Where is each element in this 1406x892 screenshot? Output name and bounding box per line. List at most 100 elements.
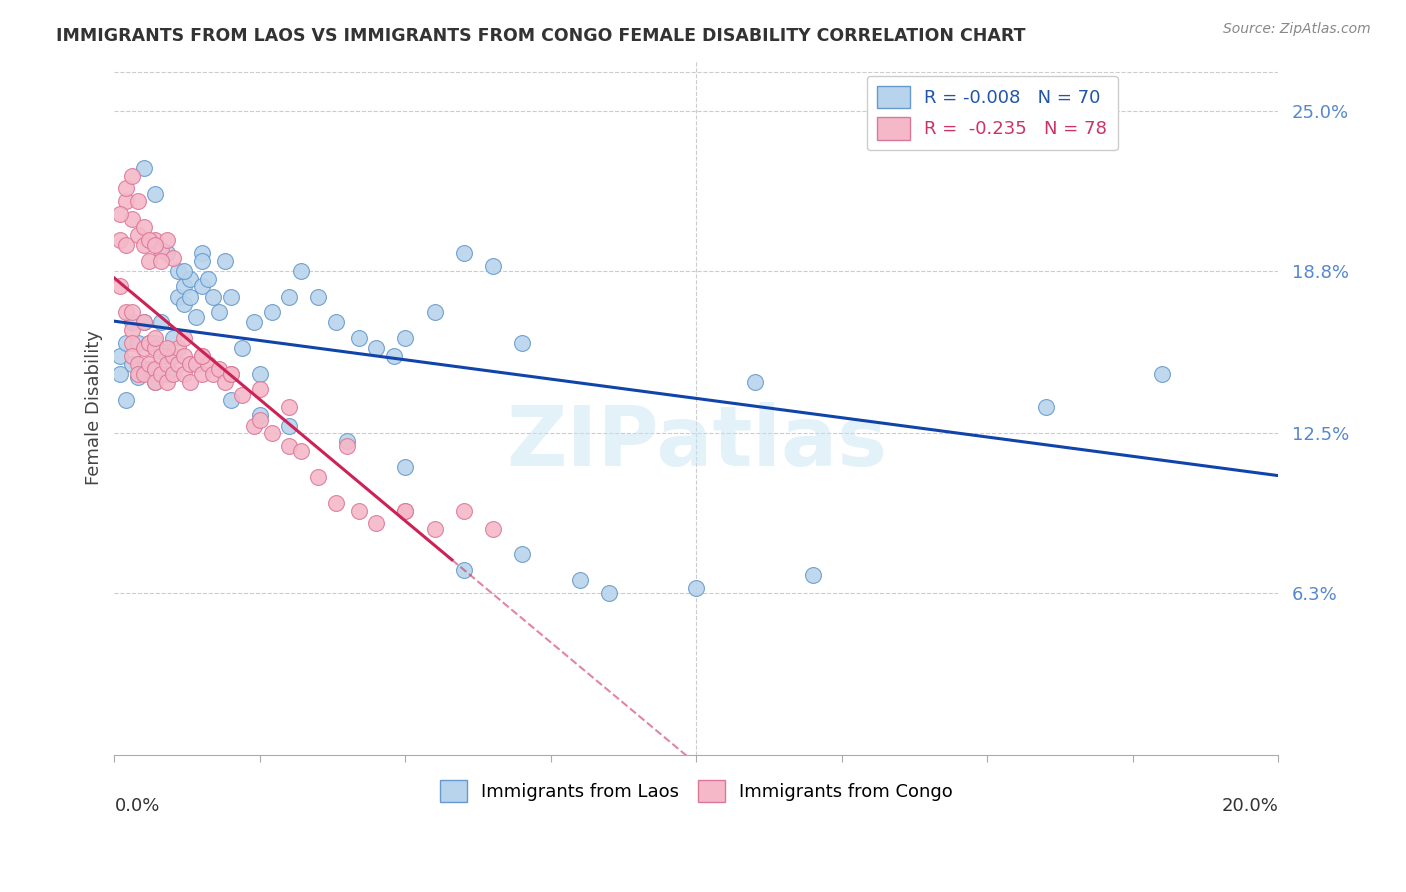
Point (219, 367, 242, 381)
Point (190, 279, 212, 293)
Point (1150, 367, 1173, 381)
Point (325, 496, 347, 510)
Point (121, 169, 143, 183)
Point (347, 503, 370, 517)
Point (744, 375, 766, 389)
Point (132, 341, 155, 355)
Point (219, 290, 242, 304)
Point (149, 349, 172, 363)
Point (167, 357, 190, 371)
Text: ZIPatlas: ZIPatlas (506, 401, 887, 483)
Point (179, 290, 201, 304)
Point (110, 367, 132, 381)
Point (127, 336, 149, 351)
Point (260, 426, 283, 441)
Point (138, 336, 160, 351)
Point (278, 401, 301, 415)
Point (149, 367, 172, 381)
Point (278, 418, 301, 433)
Point (278, 290, 301, 304)
Point (132, 315, 155, 329)
Point (290, 264, 312, 278)
Point (184, 357, 207, 371)
Point (132, 361, 155, 376)
Point (149, 343, 172, 358)
Point (162, 349, 184, 363)
Point (685, 581, 707, 595)
Point (127, 194, 149, 209)
Point (290, 444, 312, 458)
Point (394, 503, 416, 517)
Point (190, 253, 212, 268)
Point (132, 367, 155, 381)
Point (138, 357, 160, 371)
Point (167, 264, 190, 278)
Point (243, 418, 266, 433)
Point (143, 361, 166, 376)
Point (208, 361, 231, 376)
Point (149, 253, 172, 268)
Point (167, 341, 190, 355)
Point (173, 279, 195, 293)
Point (598, 586, 620, 600)
Point (366, 516, 388, 531)
Point (132, 220, 155, 235)
Point (190, 349, 212, 363)
Point (336, 439, 359, 453)
Point (167, 290, 190, 304)
Point (184, 310, 207, 325)
Point (453, 563, 475, 577)
Point (127, 367, 149, 381)
Point (162, 251, 184, 265)
Point (976, 109, 998, 123)
Point (249, 383, 271, 397)
Point (110, 233, 132, 247)
Point (110, 279, 132, 293)
Point (132, 315, 155, 329)
Point (115, 305, 138, 319)
Point (121, 305, 143, 319)
Point (149, 315, 172, 329)
Point (197, 357, 219, 371)
Point (453, 503, 475, 517)
Point (156, 357, 179, 371)
Point (138, 336, 160, 351)
Point (143, 336, 166, 351)
Point (197, 271, 219, 285)
Point (190, 245, 212, 260)
Point (231, 341, 253, 355)
Point (110, 349, 132, 363)
Point (394, 331, 416, 345)
Point (481, 259, 503, 273)
Point (325, 315, 347, 329)
Point (382, 349, 405, 363)
Point (138, 253, 160, 268)
Point (249, 367, 271, 381)
Point (208, 305, 231, 319)
Text: Source: ZipAtlas.com: Source: ZipAtlas.com (1223, 22, 1371, 37)
Point (121, 349, 143, 363)
Point (173, 264, 195, 278)
Point (156, 245, 179, 260)
Point (110, 207, 132, 221)
Point (121, 212, 143, 227)
Point (366, 341, 388, 355)
Point (179, 357, 201, 371)
Point (214, 253, 236, 268)
Point (156, 375, 179, 389)
Point (307, 470, 329, 484)
Point (347, 331, 370, 345)
Point (190, 367, 212, 381)
Point (179, 271, 201, 285)
Point (173, 367, 195, 381)
Point (143, 331, 166, 345)
Point (423, 522, 446, 536)
Point (510, 547, 533, 561)
Point (127, 369, 149, 384)
Point (336, 434, 359, 448)
Point (143, 238, 166, 252)
Point (156, 349, 179, 363)
Point (394, 503, 416, 517)
Point (143, 186, 166, 201)
Point (143, 341, 166, 355)
